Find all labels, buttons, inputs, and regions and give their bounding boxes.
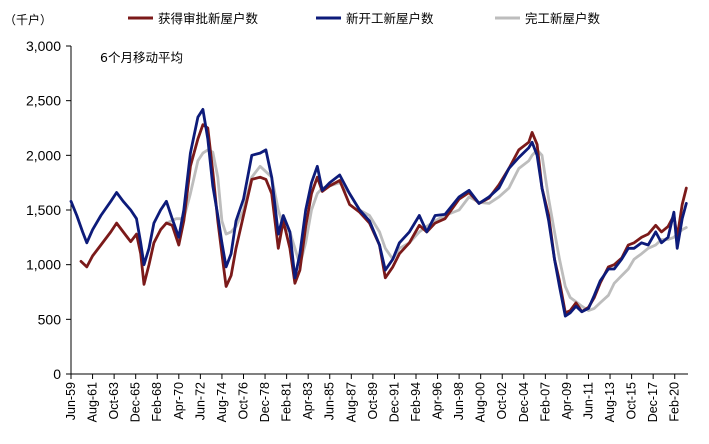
x-tick-label: Jun-72	[193, 382, 207, 420]
y-tick-label: 1,000	[26, 257, 61, 273]
y-tick-label: 1,500	[26, 202, 61, 218]
x-tick-label: Apr-70	[172, 382, 186, 420]
x-tick-label: Oct-02	[495, 382, 509, 420]
x-tick-label: Aug-13	[603, 382, 617, 422]
x-tick-label: Feb-07	[538, 382, 552, 422]
x-tick-label: Jun-59	[64, 382, 78, 420]
x-tick-label: Jun-98	[452, 382, 466, 420]
x-tick-label: Apr-96	[431, 382, 445, 420]
x-tick-label: Dec-91	[387, 382, 401, 422]
x-tick-label: Dec-78	[258, 382, 272, 422]
x-tick-label: Oct-63	[107, 382, 121, 420]
x-tick-label: Jun-11	[581, 382, 595, 419]
moving-average-note: 6个月移动平均	[100, 50, 183, 65]
x-tick-label: Feb-81	[280, 382, 294, 422]
y-tick-label: 3,000	[26, 38, 61, 54]
x-tick-label: Aug-74	[215, 382, 229, 422]
x-tick-label: Oct-89	[366, 382, 380, 420]
y-tick-label: 500	[38, 311, 62, 327]
y-unit-label: （千户）	[4, 12, 52, 27]
x-tick-label: Apr-83	[301, 382, 315, 420]
x-tick-label: Dec-65	[129, 382, 143, 422]
y-axis: 0 500 1,000 1,500 2,000 2,500 3,000	[26, 38, 72, 382]
y-tick-label: 2,500	[26, 93, 61, 109]
legend-label-permits: 获得审批新屋户数	[158, 11, 259, 26]
series-line-starts	[69, 108, 688, 318]
legend-label-completions: 完工新屋户数	[525, 11, 601, 26]
x-tick-label: Dec-17	[646, 382, 660, 422]
x-tick-label: Feb-68	[150, 382, 164, 422]
legend: 获得审批新屋户数 新开工新屋户数 完工新屋户数	[128, 11, 601, 26]
series-layer	[69, 108, 688, 318]
y-tick-label: 0	[53, 366, 61, 382]
x-tick-label: Dec-04	[517, 382, 531, 422]
x-tick-label: Oct-76	[236, 382, 250, 420]
legend-label-starts: 新开工新屋户数	[346, 11, 434, 26]
x-axis: Jun-59 Aug-61 Oct-63 Dec-65 Feb-68 Apr-70 Jun-…	[64, 373, 688, 422]
x-tick-label: Oct-15	[625, 382, 639, 420]
x-tick-label: Jun-85	[323, 382, 337, 420]
x-tick-label: Feb-94	[409, 382, 423, 422]
x-tick-label: Feb-20	[668, 382, 682, 422]
x-tick-label: Aug-87	[344, 382, 358, 422]
x-tick-label: Aug-61	[86, 382, 100, 422]
x-tick-label: Aug-00	[474, 382, 488, 422]
x-tick-label: Apr-09	[560, 382, 574, 420]
y-tick-label: 2,000	[26, 147, 61, 163]
